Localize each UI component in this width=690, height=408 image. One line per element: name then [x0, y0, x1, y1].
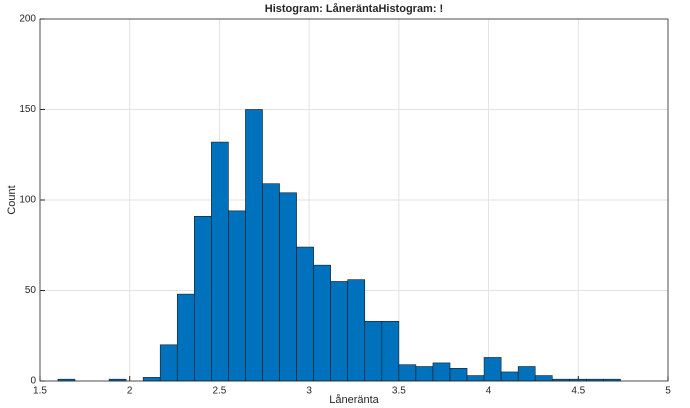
y-tick-label: 50	[25, 285, 37, 296]
bar	[398, 364, 417, 382]
bar	[534, 375, 553, 382]
x-tick-label: 3.5	[392, 386, 406, 397]
bar	[466, 375, 485, 382]
bar	[194, 215, 212, 382]
bar	[483, 357, 502, 382]
x-tick-label: 1.5	[33, 386, 47, 397]
y-tick-label: 0	[30, 376, 36, 387]
bar	[364, 320, 383, 382]
bar	[228, 210, 246, 382]
bar	[415, 366, 434, 382]
x-tick-label: 4.5	[571, 386, 585, 397]
x-tick-label: 4	[486, 386, 492, 397]
bar	[211, 141, 229, 382]
bar	[517, 366, 536, 382]
x-tick-label: 2	[127, 386, 133, 397]
bar	[347, 279, 366, 382]
bar	[176, 293, 195, 382]
bar	[432, 362, 451, 382]
bar	[245, 109, 263, 382]
bar	[159, 344, 178, 382]
y-axis-label: Count	[6, 185, 18, 214]
y-tick-label: 200	[19, 14, 36, 25]
bar	[142, 377, 161, 382]
bar	[262, 183, 280, 382]
bar	[500, 371, 519, 382]
bar	[279, 192, 297, 382]
plot-frame	[39, 18, 669, 382]
bar	[449, 368, 468, 382]
y-tick-label: 150	[19, 104, 36, 115]
x-axis-label: Låneränta	[329, 394, 379, 406]
x-tick-label: 5	[665, 386, 671, 397]
bar	[381, 320, 400, 382]
chart-title: Histogram: LåneräntaHistogram: !	[265, 3, 443, 15]
x-tick-label: 3	[306, 386, 312, 397]
y-tick-label: 100	[19, 195, 36, 206]
x-tick-label: 2.5	[212, 386, 226, 397]
bar	[296, 246, 314, 382]
bar	[313, 264, 331, 382]
bar	[330, 281, 349, 382]
